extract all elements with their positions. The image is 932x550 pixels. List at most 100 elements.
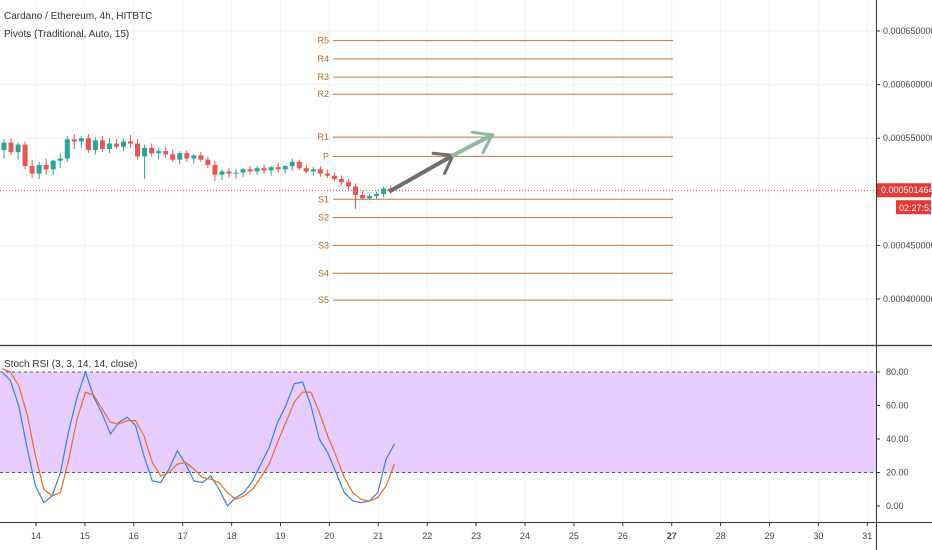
candle [36,161,42,179]
candle [50,159,56,175]
candle-body [177,153,183,160]
pivots-indicator-label[interactable]: Pivots (Traditional, Auto, 15) [4,29,130,40]
arrow-shaft [451,132,494,158]
current-price-badge [877,183,931,198]
candle-body [367,196,373,199]
candle [71,133,77,149]
candle [113,139,119,149]
stoch-series [1,368,395,508]
candle [367,193,373,201]
time-tick-label: 15 [80,531,90,541]
candle-body [261,168,267,171]
candle-body [219,171,225,175]
candle [92,137,98,155]
candle [57,153,63,169]
candle-body [310,169,316,172]
candle-body [296,161,302,169]
candle-body [149,147,155,154]
stoch-tick-label: 20.00 [886,468,909,478]
time-tick-label: 25 [569,531,579,541]
candle [261,165,267,174]
candle [282,165,288,174]
candle [22,141,28,170]
candle-body [275,167,281,170]
candle [156,147,162,160]
time-tick-label: 31 [862,531,872,541]
candle [360,190,366,201]
stoch-k-line [1,370,395,508]
candle [85,133,91,154]
candle-body [226,171,232,174]
price-tick-label: 0.000450000 [883,240,932,250]
time-tick-label: 27 [667,531,677,541]
stoch-rsi-indicator-label[interactable]: Stoch RSI (3, 3, 14, 14, close) [4,359,138,370]
pivot-label: R1 [317,132,329,142]
candle-body [381,188,387,194]
candle-body [170,154,176,160]
candle-body [135,143,141,157]
candle-body [64,139,70,159]
candle [128,134,134,148]
candle-body [374,193,380,197]
candle [303,165,309,174]
candle [198,152,204,162]
candle-body [156,151,162,154]
time-tick-label: 22 [422,531,432,541]
candle [15,142,21,160]
arrow-shaft [388,153,455,193]
pivot-label: S3 [318,240,329,250]
candle-body [78,138,84,142]
pivot-label: S1 [318,194,329,204]
pivot-label: R2 [317,89,329,99]
arrow-head [443,153,455,175]
candle-body [191,155,197,159]
time-tick-label: 26 [618,531,628,541]
arrow-head [470,130,494,137]
candle-body [282,166,288,170]
pivot-label: P [323,151,329,161]
candle-body [268,167,274,171]
candle-body [8,142,14,153]
candle-body [317,169,323,174]
candle-body [128,141,134,144]
candle [275,162,281,173]
candle-body [198,155,204,160]
candle-body [254,168,260,172]
candle-body [92,140,98,150]
candle [296,159,302,171]
forecast-arrow [388,151,455,193]
candle [142,144,148,179]
countdown-badge [896,200,931,215]
candle-body [247,169,253,172]
candle [324,169,330,178]
candle [268,166,274,176]
chart-title: Cardano / Ethereum, 4h, HITBTC [4,11,153,22]
candle [163,146,169,158]
time-tick-label: 30 [813,531,823,541]
price-axis: 0.000650000 0.000600000 0.000550000 0.00050… [876,26,932,304]
candle [205,156,211,169]
candle-body [22,144,28,167]
candle [381,186,387,198]
countdown-label: 02:27:51 [899,203,932,213]
candle [149,143,155,157]
candle [289,158,295,171]
price-tick-label: 0.000550000 [883,133,932,143]
candle [170,149,176,162]
candle-body [353,186,358,196]
candle-body [142,147,148,157]
arrow-head [431,151,455,157]
candle [317,166,323,177]
time-tick-label: 20 [324,531,334,541]
candle-body [29,166,35,174]
candles [1,133,394,209]
candle-body [71,139,77,142]
pivot-label: R5 [317,36,329,46]
pivot-label: S4 [318,268,329,278]
candle [43,158,49,175]
candle-body [99,140,105,149]
time-tick-label: 16 [129,531,139,541]
candle-body [233,172,239,174]
candle-body [106,143,112,149]
